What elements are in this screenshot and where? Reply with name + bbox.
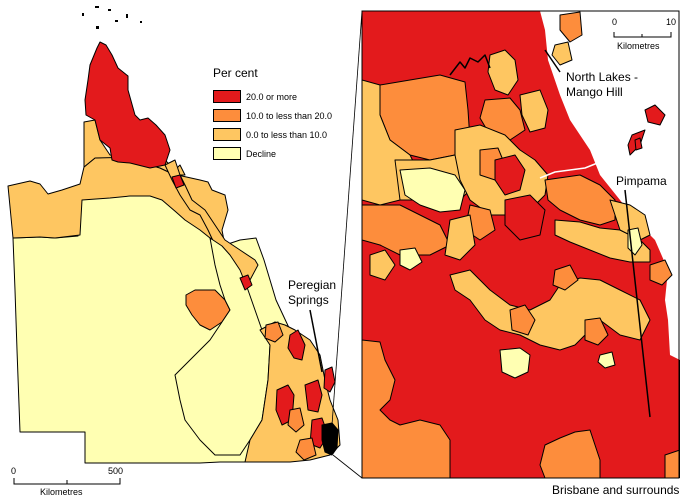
legend-item-decline: Decline [213,144,332,163]
inset-connector-bottom [332,454,363,479]
region-high-mackay [239,274,253,291]
inset-island-1 [644,104,666,126]
region-high-peregian [323,366,336,393]
legend-label: 20.0 or more [246,91,298,102]
legend-title: Per cent [213,66,258,80]
inset-region-north-medium-2 [519,89,549,133]
inset-region-north-medium [487,49,519,96]
main-scale-end: 500 [108,466,124,476]
main-scale-unit: Kilometres [40,487,83,497]
region-high-townsville [171,174,185,189]
region-medium-high-se-3 [295,437,317,461]
label-north-lakes-line2: Mango Hill [566,85,623,99]
inset-region-east-medium-2 [609,199,651,241]
label-north-lakes-line1: North Lakes - [566,70,639,84]
pimpama-leader-line [624,189,651,418]
inset-dense-boundary [449,54,491,76]
inset-region-south-mh [539,429,601,478]
region-medium-high-se-1 [264,321,284,343]
inset-region-north-medium-3 [551,41,573,66]
inset-map [361,10,680,479]
main-map [7,41,341,464]
inset-region-band-mh-3 [552,264,579,291]
inset-scale-bar [613,32,672,38]
legend-item-high: 20.0 or more [213,87,332,106]
inset-region-se-mh [664,449,680,478]
torres-islands [82,6,142,29]
legend-swatch-medium [213,128,241,141]
legend-swatch-medium-high [213,109,241,122]
inset-region-band-medium [449,269,651,351]
peregian-leader-line [309,309,323,373]
region-brisbane-cluster [321,422,339,456]
inset-region-central-high-2 [504,194,546,241]
inset-region-north-corner [559,11,583,43]
region-decline-coastal [174,237,271,456]
legend-label: 10.0 to less than 20.0 [246,110,333,121]
legend-swatch-decline [213,147,241,160]
inset-sea [540,11,680,360]
region-medium-high-se-2 [287,407,305,433]
label-pimpama: Pimpama [616,174,667,188]
inset-region-central-high-1 [494,154,526,196]
inset-region-nw-medium-small [369,249,396,281]
legend-item-medium-high: 10.0 to less than 20.0 [213,106,332,125]
inset-river [539,157,616,179]
label-peregian-springs-line2: Springs [288,293,329,307]
region-high-se-1 [287,329,306,361]
legend-label: Decline [246,148,277,159]
inset-frame [361,10,680,479]
inset-region-decline-south [499,347,531,379]
inset-region-central-medium-2 [444,214,476,261]
inset-region-band-mh-2 [584,317,609,346]
inset-region-decline-south-2 [597,351,616,369]
inset-region-decline-small-1 [399,247,423,271]
inset-region-east-medium [554,219,651,263]
inset-region-sw-mh [362,204,451,256]
main-scale-bar [13,478,121,485]
legend-label: 0.0 to less than 10.0 [246,129,328,140]
region-high-se-3 [304,379,323,413]
inset-scale-start: 0 [612,17,618,27]
inset-scale-unit: Kilometres [617,41,660,51]
legend: Per cent 20.0 or more 10.0 to less than … [213,66,332,163]
inset-island-3 [634,137,643,151]
legend-item-medium: 0.0 to less than 10.0 [213,125,332,144]
inset-title: Brisbane and surrounds [552,483,680,497]
north-lakes-leader-line [544,49,561,73]
inset-region-east-mh [544,174,616,226]
inset-region-sw-large-mh [362,339,451,478]
legend-swatch-high [213,90,241,103]
main-scale-start: 0 [11,466,17,476]
inset-region-decline-west [399,167,466,213]
inset-region-band-mh-4 [649,259,673,286]
inset-region-band-mh-1 [509,304,536,336]
inset-connector-top [331,10,363,426]
inset-scale-end: 10 [666,17,677,27]
region-high-capeyork [84,41,171,169]
label-peregian-springs-line1: Peregian [288,278,337,292]
